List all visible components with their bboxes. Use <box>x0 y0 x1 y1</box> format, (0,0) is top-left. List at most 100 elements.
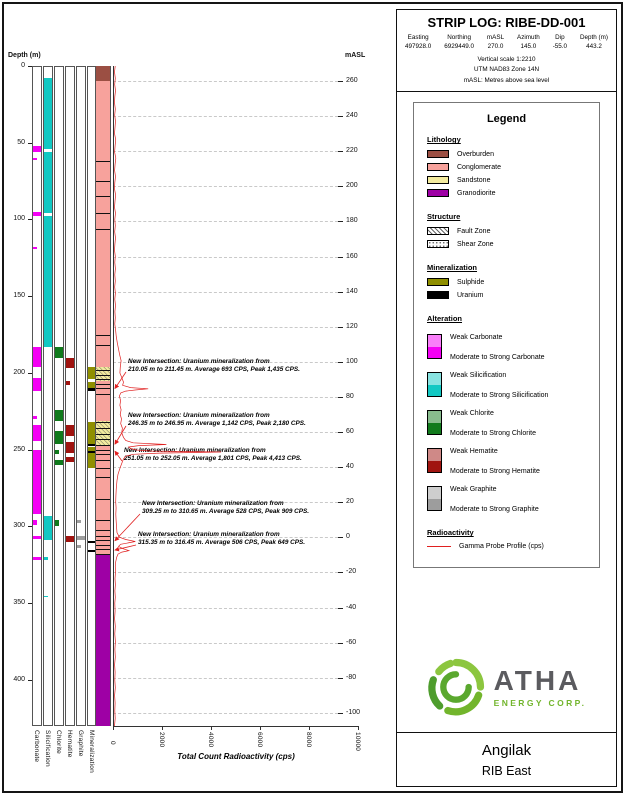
masl-tick-label: -100 <box>346 708 361 716</box>
rad-tick-text: 4000 <box>207 732 214 748</box>
masl-tick-mark <box>338 432 343 433</box>
alteration-interval-carbonate <box>33 145 41 152</box>
alteration-interval-silicification <box>44 151 52 214</box>
lithology-contact-mark <box>96 468 110 470</box>
lithology-contact-mark <box>96 535 110 537</box>
rad-tick-label: 10000 <box>354 732 361 756</box>
masl-tick-mark <box>338 572 343 574</box>
track-silicification <box>43 66 53 726</box>
rad-tick-text: 8000 <box>305 732 312 748</box>
masl-gridline <box>113 607 338 609</box>
lithology-contact-mark <box>96 438 110 440</box>
weak-label: Weak Hematite <box>450 448 498 456</box>
note-vertical-scale: Vertical scale 1:2210 <box>477 56 536 63</box>
lithology-contact-mark <box>96 228 110 230</box>
masl-tick-label: 180 <box>346 217 358 225</box>
header-field-label: Easting <box>407 34 429 41</box>
weak-label: Weak Graphite <box>450 486 497 494</box>
masl-gridline <box>113 432 338 433</box>
alteration-interval-silicification <box>44 78 52 149</box>
header-field-label: mASL <box>486 34 505 41</box>
masl-tick-label: -40 <box>346 603 357 611</box>
carbonate-swatch-icon <box>427 334 442 360</box>
rad-tick-mark <box>162 726 163 730</box>
depth-tick-label: 0 <box>21 62 25 69</box>
legend-section-lithology: Lithology <box>427 135 461 145</box>
depth-tick-label: 200 <box>13 368 25 376</box>
masl-tick-mark <box>338 221 343 223</box>
lithology-contact-mark <box>96 161 110 163</box>
masl-tick-label: 20 <box>346 498 354 506</box>
lithology-contact-mark <box>96 428 110 430</box>
masl-tick-mark <box>338 607 343 609</box>
masl-gridline <box>113 151 338 153</box>
alteration-interval-carbonate <box>33 535 41 539</box>
masl-tick-mark <box>338 502 343 504</box>
lithology-contact-mark <box>96 388 110 390</box>
weak-label: Weak Chlorite <box>450 410 494 418</box>
header-field-value: 270.0 <box>487 43 504 50</box>
mineralization-interval-uranium <box>88 444 96 446</box>
gamma-line-icon <box>427 546 451 548</box>
masl-tick-mark <box>338 291 343 293</box>
lithology-contact-mark <box>96 544 110 546</box>
legend-pair-labels: Weak Silicification Moderate to Strong Si… <box>450 372 548 399</box>
header-field-easting: Easting 497928.0 <box>405 34 431 50</box>
alteration-interval-chlorite <box>55 520 59 527</box>
strong-label: Moderate to Strong Silicification <box>450 392 549 400</box>
lithology-interval-overburden <box>96 66 110 82</box>
track-label-chlorite: Chlorite <box>55 730 62 759</box>
header-field-value: 497928.0 <box>405 43 432 50</box>
header-field-value: -55.0 <box>552 43 568 50</box>
lithology-contact-mark <box>96 460 110 462</box>
lithology-interval-conglomerate <box>96 81 110 367</box>
lithology-contact-mark <box>96 196 110 198</box>
track-label-text: Chlorite <box>55 730 62 754</box>
intersection-annotation: New Intersection: Uranium mineralization… <box>138 531 306 547</box>
depth-tick-mark <box>28 219 32 221</box>
lithology-contact-mark <box>96 422 110 424</box>
masl-tick-label: -20 <box>346 568 357 576</box>
masl-tick-label: -80 <box>346 673 357 681</box>
alteration-interval-carbonate <box>33 449 41 515</box>
rad-tick-label: 0 <box>109 732 116 750</box>
masl-tick-mark <box>338 396 343 398</box>
weak-label: Weak Carbonate <box>450 334 503 342</box>
lithology-contact-mark <box>96 369 110 371</box>
masl-gridline <box>113 642 338 644</box>
gamma-bottom-axis <box>113 726 358 727</box>
lithology-interval-sandstone <box>96 420 110 446</box>
mineralization-interval-sulphide <box>88 382 96 392</box>
legend-pair-carbonate: Weak Carbonate Moderate to Strong Carbona… <box>427 334 586 361</box>
masl-tick-mark <box>338 642 343 644</box>
track-graphite <box>76 66 86 726</box>
strong-label: Moderate to Strong Carbonate <box>450 354 545 362</box>
depth-tick-mark <box>28 372 32 374</box>
masl-tick-label: 80 <box>346 392 354 400</box>
alteration-interval-chlorite <box>55 409 63 421</box>
track-label-text: Carbonate <box>33 730 40 763</box>
legend-pair-silicification: Weak Silicification Moderate to Strong Si… <box>427 372 586 399</box>
masl-gridline <box>113 116 338 118</box>
legend-item-label: Granodiorite <box>457 189 496 197</box>
header-field-azimuth: Azimuth 145.0 <box>517 34 540 50</box>
header-field-label: Depth (m) <box>580 34 608 41</box>
legend-item-fault-zone: Fault Zone <box>427 227 586 236</box>
footer-box: Angilak RIB East <box>397 732 616 786</box>
legend-item-granodiorite: Granodiorite <box>427 189 586 198</box>
lithology-contact-mark <box>96 540 110 542</box>
alteration-interval-carbonate <box>33 346 41 367</box>
masl-axis-label: mASL <box>345 52 366 59</box>
legend-pair-labels: Weak Graphite Moderate to Strong Graphite <box>450 486 539 513</box>
alteration-interval-carbonate <box>33 377 41 392</box>
legend-section-radioactivity: Radioactivity <box>427 528 474 538</box>
rad-tick-label: 4000 <box>207 732 214 752</box>
legend-item-label: Sulphide <box>457 278 485 286</box>
depth-tick-mark <box>28 526 32 528</box>
lithology-swatch-icon <box>427 163 449 172</box>
track-hematite <box>65 66 75 726</box>
alteration-interval-graphite <box>77 520 81 524</box>
rad-tick-text: 10000 <box>354 732 361 752</box>
masl-tick-label: 0 <box>346 533 350 541</box>
legend-pair-chlorite: Weak Chlorite Moderate to Strong Chlorite <box>427 410 586 437</box>
